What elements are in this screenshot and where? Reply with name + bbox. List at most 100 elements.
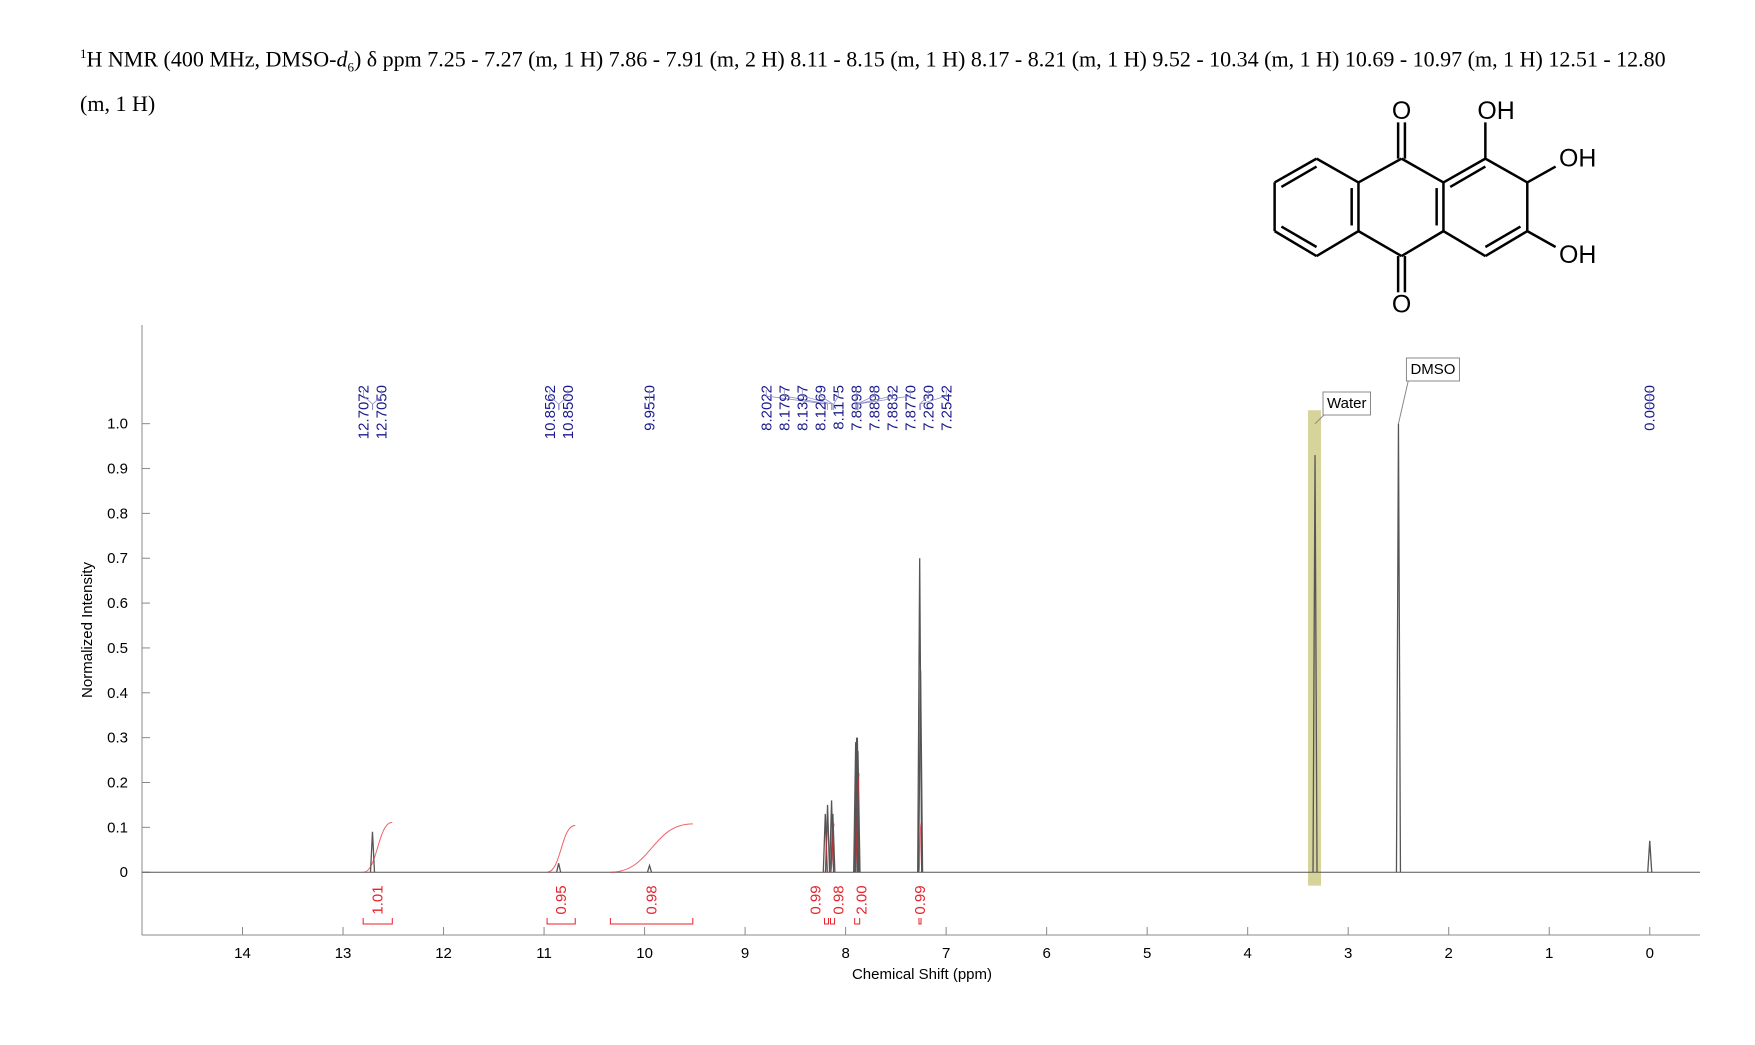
peak-label-leader bbox=[558, 390, 569, 410]
peak bbox=[917, 670, 924, 873]
x-tick-label: 14 bbox=[234, 945, 251, 962]
peak-label-leader bbox=[856, 390, 875, 410]
peak-label-leader bbox=[856, 390, 893, 410]
integral-bracket bbox=[824, 918, 830, 925]
x-tick-label: 11 bbox=[536, 945, 552, 962]
peak-label: 7.8832 bbox=[884, 385, 901, 431]
integral-bracket bbox=[918, 918, 922, 925]
y-tick-label: 0.7 bbox=[107, 550, 128, 567]
y-tick-label: 0.4 bbox=[107, 685, 128, 702]
peak-label: 7.2630 bbox=[920, 385, 937, 431]
annotation-box bbox=[1322, 391, 1371, 416]
x-tick-label: 1 bbox=[1545, 945, 1553, 962]
integral-curve bbox=[546, 824, 576, 873]
peak-label: 8.1175 bbox=[830, 385, 847, 430]
y-axis-title: Normalized Intensity bbox=[79, 562, 96, 698]
peak-label-leader bbox=[372, 390, 382, 410]
annotation-label: DMSO bbox=[1410, 361, 1455, 378]
header-text: H NMR (400 MHz, DMSO- bbox=[86, 46, 337, 72]
x-tick-label: 10 bbox=[636, 945, 653, 962]
peak-label: 10.8500 bbox=[560, 385, 577, 439]
peak-label: 8.1797 bbox=[776, 385, 793, 431]
annotation-box bbox=[1405, 357, 1460, 382]
y-tick-label: 1.0 bbox=[107, 416, 128, 433]
integral-curve bbox=[854, 773, 861, 873]
atom-label: OH bbox=[1559, 145, 1596, 173]
atom-label: O bbox=[1392, 291, 1411, 319]
peak bbox=[830, 813, 836, 873]
peak-label: 10.8562 bbox=[542, 385, 559, 439]
integral-bracket bbox=[546, 918, 576, 925]
peak bbox=[556, 863, 562, 873]
y-tick-label: 0.3 bbox=[107, 730, 128, 747]
peak-label-leader bbox=[920, 390, 947, 410]
integral-label: 0.95 bbox=[553, 885, 570, 914]
integral-bracket bbox=[609, 918, 694, 925]
peak-label: 8.1269 bbox=[812, 385, 829, 431]
peak bbox=[646, 863, 653, 873]
y-tick-label: 0.2 bbox=[107, 775, 128, 792]
x-axis-title: Chemical Shift (ppm) bbox=[852, 966, 992, 983]
integral-label: 0.98 bbox=[644, 885, 661, 914]
peak bbox=[1647, 840, 1653, 873]
integral-curve bbox=[362, 821, 393, 873]
peak-label-leader bbox=[765, 390, 826, 410]
x-tick-label: 8 bbox=[841, 945, 849, 962]
integral-label: 0.99 bbox=[808, 885, 825, 914]
peak-label-leader bbox=[833, 390, 839, 410]
peak-label-leader bbox=[857, 390, 911, 410]
integral-bracket bbox=[362, 918, 393, 925]
integral-label: 1.01 bbox=[370, 885, 387, 914]
mass-number: 1 bbox=[80, 46, 87, 61]
peak-label-leader bbox=[819, 390, 834, 410]
peak-label-leader bbox=[801, 390, 832, 410]
integral-curve bbox=[824, 822, 830, 873]
x-tick-label: 5 bbox=[1143, 945, 1151, 962]
atom-label: OH bbox=[1477, 97, 1514, 125]
x-tick-label: 6 bbox=[1042, 945, 1050, 962]
y-tick-label: 0.5 bbox=[107, 640, 128, 657]
header: 1H NMR (400 MHz, DMSO-d6) δ ppm 7.25 - 7… bbox=[80, 36, 1700, 122]
peak-label-leader bbox=[783, 390, 828, 410]
x-tick-label: 12 bbox=[435, 945, 452, 962]
y-tick-label: 0.9 bbox=[107, 461, 128, 478]
atom-label: O bbox=[1392, 97, 1411, 125]
annotation-leader bbox=[1397, 379, 1409, 424]
annotation-label: Water bbox=[1327, 395, 1366, 412]
x-tick-label: 13 bbox=[335, 945, 352, 962]
integral-curve bbox=[918, 822, 922, 873]
peak-label: 12.7072 bbox=[356, 385, 373, 439]
integral-label: 2.00 bbox=[854, 885, 871, 914]
peak bbox=[854, 737, 860, 873]
subscript: 6 bbox=[347, 59, 354, 75]
annotation-leader bbox=[1314, 413, 1326, 425]
peak-label-leader bbox=[919, 390, 929, 410]
x-tick-label: 9 bbox=[741, 945, 749, 962]
integral-curve bbox=[830, 823, 836, 873]
peak-label: 12.7050 bbox=[374, 385, 391, 439]
solvent: d bbox=[336, 46, 348, 72]
peak-label: 8.1397 bbox=[794, 385, 811, 431]
peak-label-leader bbox=[855, 390, 857, 410]
integral-label: 0.99 bbox=[912, 885, 929, 914]
peak-label: 7.8898 bbox=[866, 385, 883, 431]
peak-label: 7.2542 bbox=[938, 385, 955, 431]
y-tick-label: 0.1 bbox=[107, 819, 128, 836]
y-tick-label: 0.6 bbox=[107, 595, 128, 612]
peak-label: 8.2022 bbox=[758, 385, 775, 431]
integral-label: 0.98 bbox=[831, 885, 848, 914]
peak-label-leader bbox=[549, 390, 559, 410]
peak-label: 9.9510 bbox=[642, 385, 659, 431]
integral-curve bbox=[610, 823, 693, 873]
peak-label: 0.0000 bbox=[1642, 385, 1659, 431]
header-text: ) δ ppm 7.25 - 7.27 (m, 1 H) 7.86 - 7.91… bbox=[80, 46, 1666, 116]
x-tick-label: 0 bbox=[1646, 945, 1654, 962]
peak bbox=[1395, 423, 1402, 873]
integral-bracket bbox=[830, 918, 836, 925]
integral-bracket bbox=[854, 918, 861, 925]
y-tick-label: 0 bbox=[120, 864, 128, 881]
structure: O OH OH OH O bbox=[1273, 97, 1596, 319]
peak bbox=[1312, 455, 1318, 873]
